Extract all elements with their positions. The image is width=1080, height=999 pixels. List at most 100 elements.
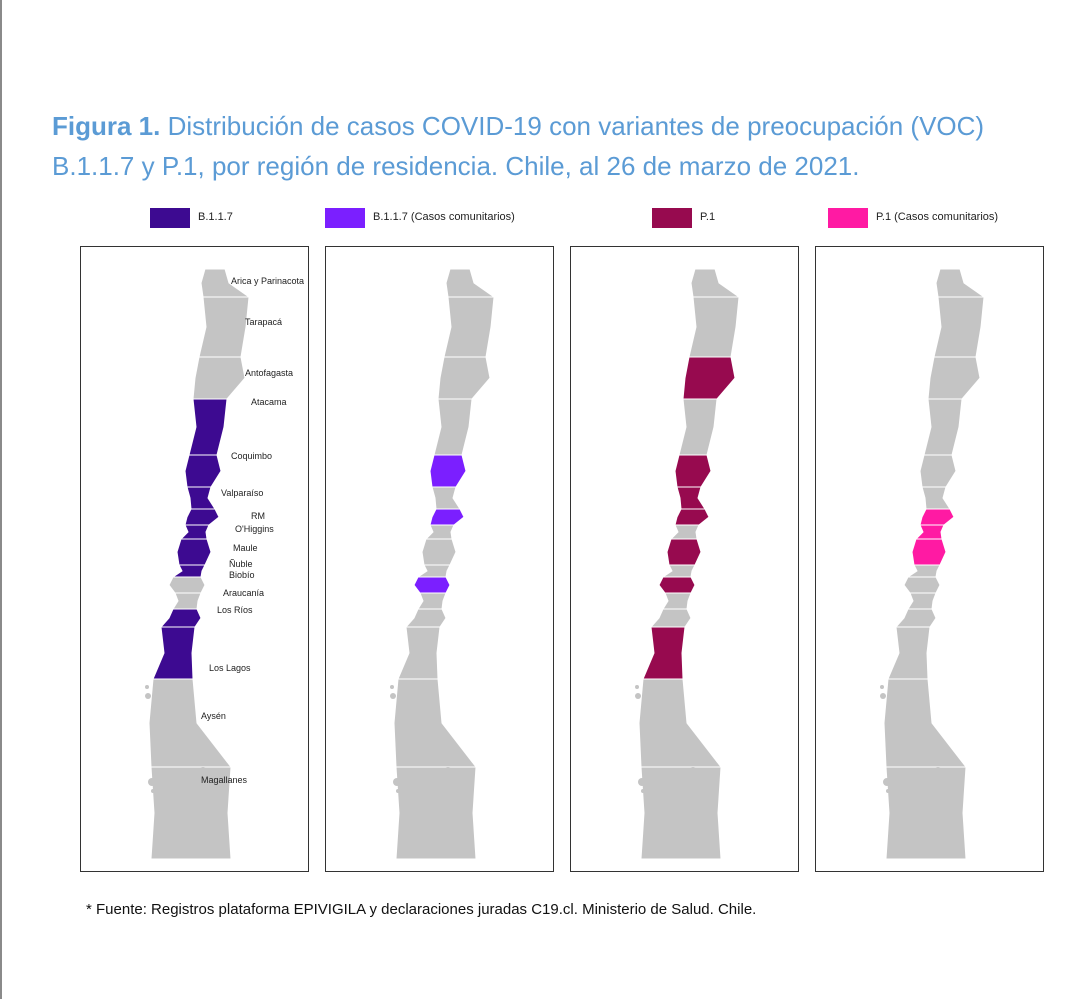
island-shape [925, 756, 933, 764]
island-shape [907, 734, 915, 742]
region-label: Arica y Parinacota [231, 276, 304, 286]
region-antofagasta [927, 356, 981, 400]
island-shape [432, 841, 438, 847]
island-shape [408, 715, 414, 721]
island-shape [886, 789, 890, 793]
island-shape [668, 822, 672, 826]
island-shape [883, 778, 891, 786]
island-shape [405, 800, 409, 804]
island-shape [692, 778, 696, 782]
region-aysén [883, 678, 968, 768]
island-shape [635, 693, 641, 699]
region-label: Aysén [201, 711, 226, 721]
island-shape [907, 726, 913, 732]
region-o-higgins [669, 524, 700, 540]
island-shape [426, 745, 434, 753]
region-maule [666, 538, 702, 566]
region-label: RM [251, 511, 265, 521]
region-label: Araucanía [223, 588, 264, 598]
island-shape [181, 737, 187, 743]
island-shape [151, 789, 155, 793]
region-los-ríos [894, 608, 937, 628]
region-valparaíso [431, 486, 461, 510]
region-araucanía [907, 592, 937, 610]
region-label: Los Ríos [217, 605, 253, 615]
region-valparaíso [921, 486, 951, 510]
island-shape [638, 778, 646, 786]
island-shape [662, 734, 670, 742]
region-tarapacá [688, 296, 740, 358]
region-coquimbo [919, 454, 957, 488]
island-shape [916, 737, 922, 743]
region-label: Ñuble [229, 559, 253, 569]
island-shape [441, 844, 445, 848]
island-shape [659, 811, 663, 815]
chile-map [880, 268, 986, 860]
island-shape [671, 745, 679, 753]
map-panel-p1-community [815, 246, 1044, 872]
region-maule [911, 538, 947, 566]
region-magallanes [150, 766, 232, 860]
island-shape [662, 726, 668, 732]
region-atacama [188, 398, 228, 456]
island-shape [187, 841, 193, 847]
page-edge [0, 0, 2, 999]
region-coquimbo [429, 454, 467, 488]
island-shape [190, 756, 198, 764]
island-shape [686, 852, 692, 858]
island-shape [396, 789, 400, 793]
region-tarapacá [198, 296, 250, 358]
island-shape [880, 693, 886, 699]
island-shape [447, 778, 451, 782]
island-shape [641, 789, 645, 793]
island-shape [145, 693, 151, 699]
island-shape [931, 852, 937, 858]
island-shape [408, 723, 416, 731]
island-shape [895, 800, 899, 804]
region-atacama [433, 398, 473, 456]
figure-title: Figura 1. Distribución de casos COVID-19… [52, 106, 1072, 186]
island-shape [898, 715, 904, 721]
island-shape [157, 789, 165, 797]
region-label: Los Lagos [209, 663, 251, 673]
region-o-higgins [179, 524, 210, 540]
region-araucanía [417, 592, 447, 610]
region-biobío [168, 576, 206, 594]
island-shape [934, 767, 942, 775]
region-rm [674, 508, 710, 526]
region-aysén [148, 678, 233, 768]
island-shape [635, 685, 639, 689]
region-arica-y-parinacota [690, 268, 741, 298]
island-shape [444, 767, 452, 775]
region-biobío [413, 576, 451, 594]
island-shape [393, 778, 401, 786]
island-shape [644, 704, 650, 710]
region-antofagasta [682, 356, 736, 400]
island-shape [160, 800, 164, 804]
island-shape [653, 715, 659, 721]
island-shape [169, 811, 173, 815]
region-label: Coquimbo [231, 451, 272, 461]
region-label: Maule [233, 543, 258, 553]
island-shape [414, 811, 418, 815]
region-label: Tarapacá [245, 317, 282, 327]
region-o-higgins [914, 524, 945, 540]
island-shape [423, 822, 427, 826]
region-antofagasta [192, 356, 246, 400]
chile-map: Arica y Parinacota Tarapacá Antofagasta Ata… [145, 268, 304, 860]
figure-caption: Distribución de casos COVID-19 con varia… [52, 111, 985, 181]
island-shape [898, 723, 906, 731]
island-shape [417, 726, 423, 732]
region-maule [421, 538, 457, 566]
region-biobío [903, 576, 941, 594]
region-arica-y-parinacota [935, 268, 986, 298]
map-panel-p1 [570, 246, 799, 872]
map-panel-b117-community [325, 246, 554, 872]
region-los-lagos [397, 626, 441, 680]
region-magallanes [640, 766, 722, 860]
region-coquimbo [674, 454, 712, 488]
island-shape [187, 833, 191, 837]
island-shape [390, 693, 396, 699]
figure-number: Figura 1. [52, 111, 161, 141]
region-rm [429, 508, 465, 526]
